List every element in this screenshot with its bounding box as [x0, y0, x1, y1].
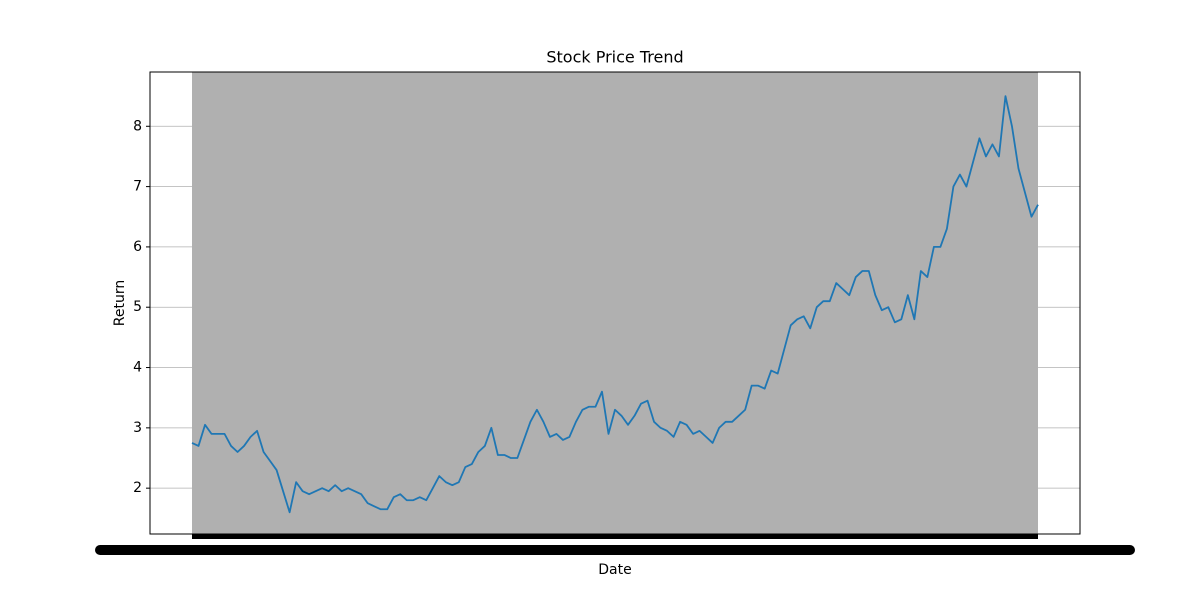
plot-frame [149, 71, 1081, 535]
y-tick-label: 5 [133, 299, 142, 315]
x-axis-label: Date [598, 562, 631, 578]
y-tick-label: 3 [133, 420, 142, 436]
chart-title: Stock Price Trend [546, 48, 683, 67]
x-tick-band [192, 534, 1038, 539]
y-axis-label: Return [112, 280, 128, 326]
y-tick-label: 7 [133, 179, 142, 195]
y-tick-label: 6 [133, 239, 142, 255]
y-tick-label: 4 [133, 360, 142, 376]
line [191, 95, 1039, 514]
y-tick-label: 8 [133, 118, 142, 134]
x-grid-band [192, 72, 1038, 534]
x-tick-label-band [95, 545, 1135, 555]
y-tick-label: 2 [133, 480, 142, 496]
